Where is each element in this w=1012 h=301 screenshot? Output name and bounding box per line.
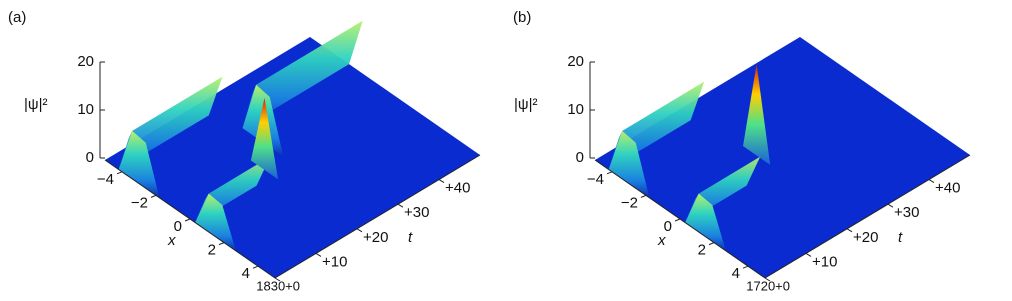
t-tick (887, 203, 894, 208)
x-tick-label: 2 (698, 242, 706, 259)
t-tick-label: +10 (812, 253, 837, 270)
t-axis (764, 154, 971, 279)
t-tick (315, 252, 322, 257)
surface-ridge (118, 130, 160, 198)
z-tick-label: 20 (567, 53, 584, 70)
z-tick-label: 20 (77, 53, 94, 70)
x-tick (218, 242, 225, 246)
x-tick (116, 171, 123, 175)
z-tick-label: 0 (576, 149, 584, 166)
x-tick-label: −4 (97, 171, 114, 188)
x-tick-label: −4 (587, 171, 604, 188)
t-axis-label: t (898, 229, 903, 246)
t-tick (764, 277, 771, 282)
t-axis-label: t (408, 229, 413, 246)
z-tick-label: 10 (567, 101, 584, 118)
surface-ridge (685, 193, 726, 251)
x-axis-label: x (167, 232, 176, 249)
x-tick-label: 0 (664, 218, 672, 235)
x-tick (150, 194, 157, 198)
surface-peak (250, 97, 279, 180)
t-tick (356, 228, 363, 233)
panel-label: (b) (513, 9, 531, 26)
x-tick (184, 218, 191, 222)
t-tick-label: 1830+0 (256, 278, 300, 293)
x-tick (674, 218, 681, 222)
t-tick-label: +40 (935, 180, 960, 197)
t-tick-label: +40 (445, 180, 470, 197)
x-tick-label: 4 (242, 265, 250, 282)
x-axis-label: x (657, 232, 666, 249)
x-tick (606, 171, 613, 175)
t-tick (928, 179, 935, 184)
z-tick-label: 0 (86, 149, 94, 166)
t-tick (846, 228, 853, 233)
z-axis-label: |ψ|² (514, 96, 537, 113)
t-tick-label: +30 (894, 204, 919, 221)
t-tick-label: +20 (853, 229, 878, 246)
z-tick-label: 10 (77, 101, 94, 118)
surface-peak (743, 64, 771, 165)
panel-label: (a) (8, 9, 26, 26)
t-tick (805, 252, 812, 257)
x-tick (708, 242, 715, 246)
surface-ridge (242, 20, 363, 129)
z-axis-label: |ψ|² (24, 96, 47, 113)
x-tick-label: 4 (732, 265, 740, 282)
t-tick-label: +20 (363, 229, 388, 246)
t-tick-label: 1720+0 (746, 278, 790, 293)
t-tick-label: +10 (322, 253, 347, 270)
surface-ridge (608, 130, 650, 198)
x-tick (640, 194, 647, 198)
x-tick-label: −2 (131, 194, 148, 211)
x-tick (252, 265, 259, 269)
t-axis (274, 154, 481, 279)
surface-floor (595, 37, 970, 278)
t-tick (438, 179, 445, 184)
t-tick (274, 277, 281, 282)
t-tick-label: +30 (404, 204, 429, 221)
x-tick-label: 0 (174, 218, 182, 235)
x-tick-label: −2 (621, 194, 638, 211)
x-tick-label: 2 (208, 242, 216, 259)
x-tick (742, 265, 749, 269)
t-tick (397, 203, 404, 208)
surface-ridge (195, 193, 236, 251)
